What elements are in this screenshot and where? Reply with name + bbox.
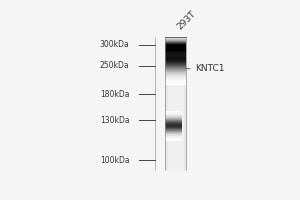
Text: 180kDa: 180kDa (100, 90, 129, 99)
Text: 130kDa: 130kDa (100, 116, 129, 125)
Text: 250kDa: 250kDa (100, 61, 129, 70)
Bar (165, 37, 186, 170)
Text: 100kDa: 100kDa (100, 156, 129, 165)
Text: 300kDa: 300kDa (100, 40, 129, 49)
Text: KNTC1: KNTC1 (186, 64, 225, 73)
Text: 293T: 293T (176, 9, 198, 31)
Bar (168, 37, 184, 170)
